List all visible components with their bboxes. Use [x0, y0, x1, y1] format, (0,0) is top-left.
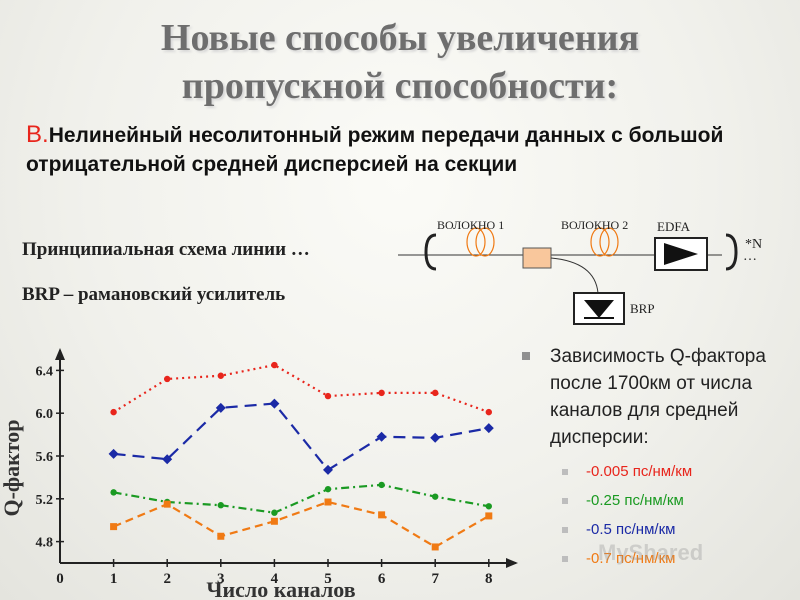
fiber-2-coil [590, 227, 619, 257]
data-point [376, 431, 387, 442]
series-line [113, 402, 489, 472]
x-tick-label: 2 [163, 571, 171, 587]
legend-heading-text: Зависимость Q-фактора после 1700км от чи… [550, 346, 766, 448]
legend-item-label: -0.25 пс/нм/км [586, 492, 684, 509]
y-tick-label: 6.0 [36, 407, 54, 422]
data-point [431, 543, 439, 551]
data-point [271, 509, 278, 516]
branch-line [550, 257, 599, 294]
legend-item: -0.005 пс/нм/км [520, 457, 790, 486]
series-2 [110, 481, 492, 516]
data-point [324, 392, 332, 400]
data-point [324, 498, 332, 506]
series-3 [108, 398, 494, 475]
title-line-1: Новые способы увеличения [160, 17, 640, 59]
data-point [485, 408, 492, 416]
legend-item-label: -0.7 пс/нм/км [586, 550, 676, 567]
series-1 [110, 361, 492, 416]
data-point [110, 523, 118, 531]
y-tick-label: 5.2 [36, 493, 54, 508]
series-line [113, 500, 490, 549]
x-tick-label: 7 [431, 571, 439, 587]
x-tick-label: 4 [271, 571, 279, 587]
subtitle-text: Нелинейный несолитонный режим передачи д… [26, 124, 724, 176]
fiber-1-coil [466, 227, 495, 257]
fiber-2-label: ВОЛОКНО 2 [561, 218, 628, 232]
x-tick-label: 8 [485, 571, 493, 587]
y-axis-title: Q-фактор [0, 419, 24, 516]
data-point [110, 408, 117, 416]
data-point [217, 502, 224, 509]
data-point [269, 398, 280, 409]
bullet-icon [562, 527, 568, 533]
y-tick-label: 5.6 [36, 450, 54, 465]
bullet-icon [522, 352, 530, 360]
bullet-icon [562, 556, 568, 562]
data-point [485, 512, 493, 520]
data-point [323, 464, 333, 475]
series-line [113, 363, 490, 414]
y-tick-label: 6.4 [36, 364, 54, 379]
bullet-icon [562, 498, 568, 504]
data-point [162, 454, 173, 465]
data-point [164, 375, 171, 383]
legend-item-label: -0.5 пс/нм/км [586, 521, 676, 538]
y-axis-arrow-icon [55, 348, 65, 360]
data-point [324, 485, 332, 493]
x-axis-title: Число каналов [206, 577, 355, 600]
right-bracket [725, 233, 738, 271]
legend-item: -0.25 пс/нм/км [520, 486, 790, 515]
data-point [378, 511, 386, 519]
data-point [217, 372, 224, 379]
repeat-label: *N [745, 237, 762, 252]
schema-label: Принципиальная схема линии … [22, 239, 310, 260]
watermark: MyShared [598, 540, 704, 565]
y-tick-label: 4.8 [36, 536, 54, 551]
legend: Зависимость Q-фактора после 1700км от чи… [520, 343, 790, 573]
edfa-label: EDFA [657, 219, 691, 234]
legend-list: -0.005 пс/нм/км -0.25 пс/нм/км -0.5 пс/нм/… [520, 457, 790, 573]
x-tick-label: 0 [56, 571, 64, 587]
line-scheme-diagram: ВОЛОКНО 1 ВОЛОКНО 2 EDFA *N … BRP [398, 218, 762, 325]
subtitle: В.Нелинейный несолитонный режим передачи… [26, 120, 796, 179]
data-point [483, 423, 494, 434]
edfa-triangle-icon [664, 243, 698, 265]
x-tick-label: 3 [217, 571, 225, 587]
brp-diode-icon [584, 300, 614, 318]
left-bracket [424, 233, 437, 271]
fiber-1-label: ВОЛОКНО 1 [437, 218, 504, 232]
x-tick-label: 6 [378, 571, 386, 587]
data-point [110, 489, 117, 496]
data-point [271, 361, 278, 369]
brp-label: BRP – рамановский усилитель [22, 284, 286, 305]
data-point [432, 389, 439, 397]
x-tick-label: 5 [324, 571, 332, 587]
x-axis-arrow-icon [506, 558, 518, 568]
data-point [270, 517, 278, 525]
data-point [378, 481, 385, 489]
series-line [113, 483, 489, 514]
data-point [432, 493, 439, 500]
x-tick-label: 1 [110, 571, 118, 587]
bullet-icon [562, 469, 568, 475]
data-point [215, 402, 226, 413]
legend-item-label: -0.005 пс/нм/км [586, 463, 693, 480]
page-title: Новые способы увеличения пропускной спос… [0, 14, 800, 110]
data-point [485, 503, 492, 510]
legend-item: -0.5 пс/нм/км [520, 515, 790, 544]
data-point [430, 432, 441, 443]
data-point [378, 389, 385, 397]
legend-heading: Зависимость Q-фактора после 1700км от чи… [520, 343, 790, 451]
series-4 [110, 498, 493, 551]
data-point [108, 448, 119, 459]
legend-item: -0.7 пс/нм/км [520, 544, 790, 573]
data-point [163, 500, 171, 508]
data-point [217, 532, 225, 540]
subtitle-letter: В. [26, 121, 49, 148]
brp-box-label: BRP [630, 301, 655, 316]
title-line-2: пропускной способности: [181, 65, 619, 107]
scheme-dots: … [743, 249, 757, 264]
